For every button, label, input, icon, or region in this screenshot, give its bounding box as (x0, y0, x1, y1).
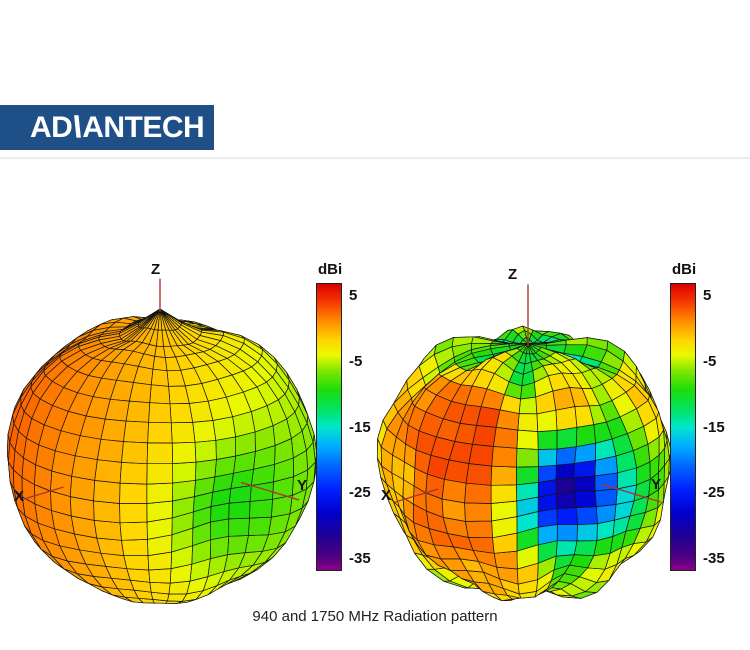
axis-label-z-940: Z (151, 261, 161, 278)
advantech-logo-text: AD\ANTECH (30, 110, 205, 144)
colorbar-title: dBi (318, 261, 343, 278)
colorbar-tick: -5 (703, 352, 717, 370)
logo-part-ad: AD (30, 110, 73, 144)
radiation-mesh-940 (6, 278, 318, 604)
colorbar-tick: -15 (703, 418, 725, 436)
colorbar-gradient (316, 283, 342, 571)
colorbar-tick: 5 (703, 287, 712, 305)
axis-label-z-1750: Z (508, 266, 518, 283)
axis-label-x-940: X (14, 488, 25, 505)
colorbar-title: dBi (672, 261, 697, 278)
colorbar-ticks: 5 -5 -15 -25 -35 (349, 283, 387, 571)
colorbar-tick: -35 (349, 550, 371, 568)
colorbar-tick: -5 (349, 352, 363, 370)
axis-label-y-940: Y (297, 477, 308, 494)
colorbar-gradient (670, 283, 696, 571)
colorbar-tick: -25 (349, 484, 371, 502)
colorbar-tick: -25 (703, 484, 725, 502)
colorbar-tick: -15 (349, 418, 371, 436)
figure-caption: 940 and 1750 MHz Radiation pattern (252, 608, 498, 625)
colorbar-tick: -35 (703, 550, 725, 568)
colorbar-940: dBi 5 -5 -15 -25 -35 (316, 261, 388, 581)
axis-label-y-1750: Y (651, 476, 662, 493)
colorbar-tick: 5 (349, 287, 358, 305)
axis-label-x-1750: X (381, 487, 392, 504)
colorbar-ticks: 5 -5 -15 -25 -35 (703, 283, 741, 571)
header-divider (0, 157, 750, 159)
colorbar-1750: dBi 5 -5 -15 -25 -35 (670, 261, 742, 581)
logo-part-ntech: ANTECH (82, 110, 205, 144)
advantech-logo: AD\ANTECH (0, 105, 214, 150)
radiation-mesh-1750 (376, 284, 672, 602)
